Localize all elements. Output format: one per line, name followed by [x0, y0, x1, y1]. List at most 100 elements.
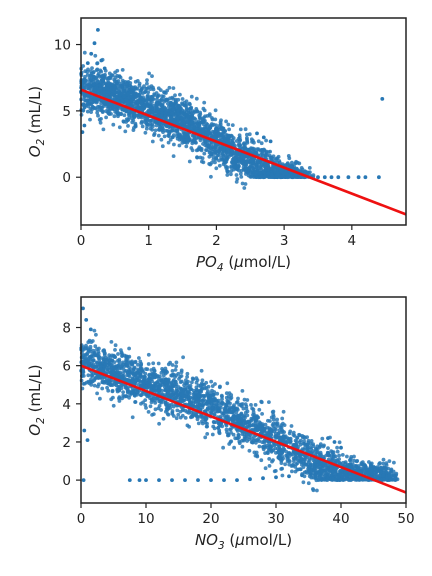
phosphate-point — [126, 100, 131, 105]
nitrate-point — [322, 443, 326, 448]
phosphate-point — [192, 116, 197, 121]
phosphate-point — [226, 169, 230, 174]
nitrate-point — [151, 361, 156, 366]
nitrate-point — [320, 436, 325, 441]
phosphate-point — [290, 160, 294, 165]
nitrate-point — [300, 435, 305, 440]
nitrate-point — [194, 385, 199, 390]
nitrate-point — [207, 396, 211, 400]
nitrate-point — [136, 367, 140, 372]
nitrate-point — [95, 391, 99, 396]
phosphate-point — [150, 74, 154, 78]
phosphate-point — [224, 119, 229, 124]
nitrate-point — [282, 434, 287, 439]
phosphate-point — [179, 115, 184, 120]
nitrate-point — [156, 379, 161, 384]
nitrate-point — [127, 374, 132, 379]
phosphate-point — [217, 163, 222, 168]
nitrate-point — [258, 421, 263, 426]
phosphate-point — [207, 112, 212, 116]
phosphate-point — [263, 174, 267, 179]
phosphate-point — [252, 157, 257, 162]
phosphate-point — [228, 152, 233, 157]
phosphate-point — [186, 124, 191, 128]
phosphate-point — [173, 99, 178, 104]
nitrate-point — [387, 459, 392, 463]
phosphate-point — [99, 74, 104, 79]
phosphate-point — [264, 138, 268, 143]
phosphate-point — [81, 108, 85, 113]
phosphate-point — [128, 76, 133, 80]
phosphate-point — [135, 79, 140, 83]
phosphate-point — [156, 86, 161, 91]
nitrate-point — [279, 461, 284, 465]
phosphate-point — [189, 94, 194, 99]
nitrate-point — [94, 332, 98, 337]
nitrate-point — [381, 457, 386, 462]
nitrate-point — [269, 415, 274, 420]
phosphate-outlier-point — [346, 175, 351, 180]
phosphate-point — [120, 99, 124, 103]
phosphate-point — [85, 73, 90, 77]
nitrate-point — [90, 339, 95, 343]
phosphate-point — [242, 141, 247, 146]
phosphate-point — [171, 86, 176, 90]
phosphate-point — [230, 141, 235, 146]
phosphate-point — [251, 146, 255, 151]
nitrate-point — [84, 346, 88, 351]
phosphate-point — [225, 165, 230, 170]
phosphate-point — [209, 174, 213, 179]
phosphate-point — [225, 173, 230, 177]
phosphate-point — [86, 86, 91, 91]
nitrate-point — [211, 424, 216, 429]
phosphate-y-tick-label: 5 — [62, 104, 71, 120]
nitrate-point — [286, 451, 291, 455]
phosphate-point — [213, 108, 218, 113]
phosphate-point — [227, 127, 232, 132]
phosphate-point — [224, 157, 229, 162]
nitrate-point — [128, 367, 133, 371]
phosphate-point — [205, 127, 210, 131]
nitrate-point — [269, 427, 274, 432]
phosphate-y-tick-label: 0 — [62, 170, 71, 186]
nitrate-point — [245, 398, 250, 402]
phosphate-point — [94, 68, 99, 73]
nitrate-point — [232, 409, 236, 413]
phosphate-point — [259, 141, 264, 146]
phosphate-point — [131, 128, 136, 133]
nitrate-point — [258, 427, 262, 431]
phosphate-point — [238, 153, 243, 157]
phosphate-point — [236, 143, 241, 148]
nitrate-point — [229, 393, 234, 397]
nitrate-point — [149, 368, 154, 372]
nitrate-point — [166, 377, 171, 382]
nitrate-point — [212, 390, 217, 394]
nitrate-point — [163, 385, 167, 389]
nitrate-point — [133, 400, 138, 404]
phosphate-point — [244, 166, 248, 171]
nitrate-point — [144, 406, 148, 410]
phosphate-point — [144, 86, 148, 91]
phosphate-x-label-sub: 4 — [217, 262, 224, 274]
nitrate-point — [183, 394, 188, 399]
nitrate-point — [267, 442, 272, 446]
nitrate-point — [189, 414, 194, 419]
phosphate-point — [249, 173, 254, 178]
nitrate-point — [262, 445, 267, 450]
phosphate-point — [213, 117, 218, 122]
phosphate-point — [126, 124, 130, 128]
phosphate-point — [182, 109, 187, 114]
nitrate-point — [232, 445, 237, 450]
phosphate-point — [104, 115, 108, 120]
nitrate-point — [161, 416, 166, 421]
phosphate-point — [101, 80, 105, 84]
phosphate-point — [177, 143, 182, 148]
phosphate-point — [307, 166, 312, 170]
phosphate-x-tick-label: 2 — [212, 233, 221, 249]
nitrate-point — [180, 413, 185, 418]
nitrate-point — [120, 396, 124, 401]
nitrate-point — [146, 352, 151, 357]
nitrate-point — [173, 368, 178, 372]
nitrate-point — [280, 416, 285, 421]
